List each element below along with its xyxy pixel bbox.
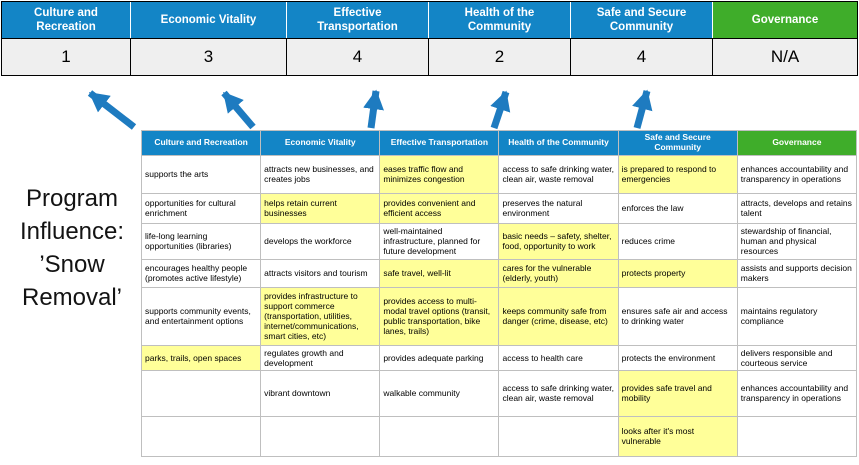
scoreboard-header-2: Effective Transportation <box>287 2 429 38</box>
page-title: Program Influence: ’Snow Removal’ <box>19 185 125 312</box>
matrix-cell-3-2: safe travel, well-lit <box>379 258 500 288</box>
matrix-cell-1-4: enforces the law <box>617 192 738 224</box>
matrix-cell-0-5: enhances accountability and transparency… <box>736 154 858 194</box>
matrix-cell-4-0: supports community events, and entertain… <box>140 286 262 346</box>
scoreboard-header-4: Safe and Secure Community <box>571 2 713 38</box>
matrix-cell-4-3: keeps community safe from danger (crime,… <box>498 286 619 346</box>
matrix-cell-2-3: basic needs – safety, shelter, food, opp… <box>498 222 619 260</box>
matrix-column-header-3: Health of the Community <box>498 130 619 156</box>
matrix-cell-5-3: access to health care <box>498 344 619 371</box>
scoreboard-header-1: Economic Vitality <box>131 2 287 38</box>
scoreboard-score-2: 4 <box>287 38 429 75</box>
matrix-cell-4-1: provides infrastructure to support comme… <box>260 286 381 346</box>
matrix-row-7: looks after it's most vulnerable <box>140 415 858 457</box>
scoreboard-score-3: 2 <box>429 38 571 75</box>
matrix-cell-6-0 <box>140 369 262 417</box>
matrix-cell-0-1: attracts new businesses, and creates job… <box>260 154 381 194</box>
matrix-cell-6-5: enhances accountability and transparency… <box>736 369 858 417</box>
matrix-cell-0-4: is prepared to respond to emergencies <box>617 154 738 194</box>
up-arrow-icon <box>632 89 653 129</box>
matrix-cell-5-4: protects the environment <box>617 344 738 371</box>
scoreboard-header-0: Culture and Recreation <box>2 2 131 38</box>
scoreboard-score-0: 1 <box>2 38 131 75</box>
matrix-cell-3-3: cares for the vulnerable (elderly, youth… <box>498 258 619 288</box>
matrix-row-3: encourages healthy people (promotes acti… <box>140 258 858 288</box>
matrix-cell-7-4: looks after it's most vulnerable <box>617 415 738 457</box>
influence-matrix: Culture and Recreation Economic Vitality E… <box>140 130 858 457</box>
matrix-row-0: supports the arts attracts new businesses… <box>140 154 858 194</box>
matrix-cell-6-2: walkable community <box>379 369 500 417</box>
up-arrow-icon <box>363 89 384 129</box>
up-arrow-icon <box>221 90 256 130</box>
matrix-row-6: vibrant downtown walkable community access… <box>140 369 858 417</box>
matrix-cell-2-4: reduces crime <box>617 222 738 260</box>
scoreboard-score-1: 3 <box>131 38 287 75</box>
matrix-cell-2-0: life-long learning opportunities (librar… <box>140 222 262 260</box>
matrix-cell-7-1 <box>260 415 381 457</box>
matrix-column-header-2: Effective Transportation <box>379 130 500 156</box>
matrix-row-4: supports community events, and entertain… <box>140 286 858 346</box>
scoreboard-header-3: Health of the Community <box>429 2 571 38</box>
matrix-cell-0-2: eases traffic flow and minimizes congest… <box>379 154 500 194</box>
matrix-cell-5-0: parks, trails, open spaces <box>140 344 262 371</box>
matrix-cell-1-0: opportunities for cultural enrichment <box>140 192 262 224</box>
matrix-column-header-5: Governance <box>736 130 858 156</box>
scoreboard-header-row: Culture and Recreation Economic Vitality E… <box>2 2 857 38</box>
matrix-cell-0-3: access to safe drinking water, clean air… <box>498 154 619 194</box>
matrix-cell-7-3 <box>498 415 619 457</box>
up-arrow-icon <box>87 90 137 130</box>
matrix-cell-2-2: well-maintained infrastructure, planned … <box>379 222 500 260</box>
up-arrow-icon <box>490 90 511 130</box>
matrix-row-1: opportunities for cultural enrichment hel… <box>140 192 858 224</box>
matrix-cell-3-1: attracts visitors and tourism <box>260 258 381 288</box>
matrix-column-header-0: Culture and Recreation <box>140 130 262 156</box>
scoreboard-header-5: Governance <box>713 2 857 38</box>
matrix-cell-3-0: encourages healthy people (promotes acti… <box>140 258 262 288</box>
scoreboard-score-row: 1 3 4 2 4 N/A <box>2 38 857 75</box>
matrix-cell-1-2: provides convenient and efficient access <box>379 192 500 224</box>
scoreboard-score-4: 4 <box>571 38 713 75</box>
matrix-cell-6-3: access to safe drinking water, clean air… <box>498 369 619 417</box>
matrix-column-header-4: Safe and Secure Community <box>617 130 738 156</box>
matrix-cell-2-5: stewardship of financial, human and phys… <box>736 222 858 260</box>
matrix-cell-4-4: ensures safe air and access to drinking … <box>617 286 738 346</box>
matrix-cell-4-5: maintains regulatory compliance <box>736 286 858 346</box>
matrix-cell-0-0: supports the arts <box>140 154 262 194</box>
matrix-cell-6-1: vibrant downtown <box>260 369 381 417</box>
scoreboard-score-5: N/A <box>713 38 857 75</box>
matrix-cell-1-5: attracts, develops and retains talent <box>736 192 858 224</box>
matrix-cell-5-1: regulates growth and development <box>260 344 381 371</box>
matrix-cell-2-1: develops the workforce <box>260 222 381 260</box>
matrix-cell-5-2: provides adequate parking <box>379 344 500 371</box>
matrix-row-5: parks, trails, open spaces regulates grow… <box>140 344 858 371</box>
scoreboard: Culture and Recreation Economic Vitality E… <box>1 1 858 76</box>
matrix-cell-7-5 <box>736 415 858 457</box>
matrix-cell-4-2: provides access to multi-modal travel op… <box>379 286 500 346</box>
matrix-cell-5-5: delivers responsible and courteous servi… <box>736 344 858 371</box>
matrix-cell-7-0 <box>140 415 262 457</box>
matrix-cell-3-4: protects property <box>617 258 738 288</box>
matrix-cell-3-5: assists and supports decision makers <box>736 258 858 288</box>
matrix-row-2: life-long learning opportunities (librar… <box>140 222 858 260</box>
matrix-header-row: Culture and Recreation Economic Vitality E… <box>140 130 858 156</box>
matrix-cell-1-3: preserves the natural environment <box>498 192 619 224</box>
matrix-column-header-1: Economic Vitality <box>260 130 381 156</box>
matrix-body: supports the arts attracts new businesses… <box>140 154 858 457</box>
matrix-cell-6-4: provides safe travel and mobility <box>617 369 738 417</box>
matrix-cell-7-2 <box>379 415 500 457</box>
matrix-cell-1-1: helps retain current businesses <box>260 192 381 224</box>
